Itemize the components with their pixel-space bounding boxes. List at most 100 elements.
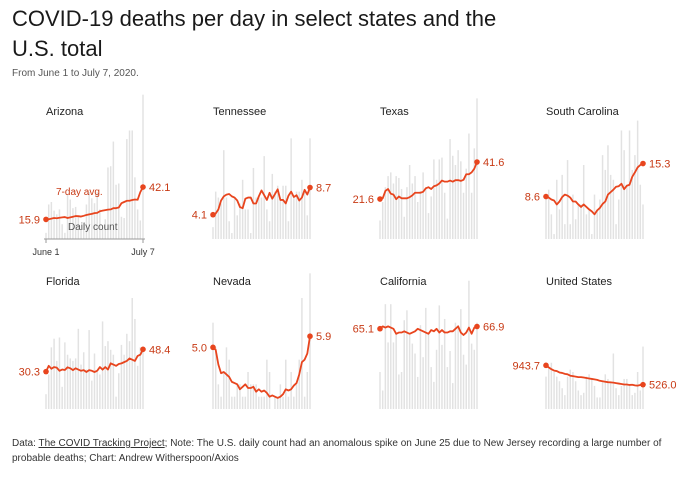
daily-bar [414, 353, 416, 409]
daily-bar [591, 234, 593, 239]
daily-bar [400, 372, 403, 409]
daily-bar [408, 335, 411, 409]
daily-bar [69, 199, 71, 239]
end-value-label: 66.9 [483, 321, 504, 333]
end-value-label: 8.7 [316, 182, 331, 194]
daily-bar [596, 209, 598, 239]
daily-bar [473, 148, 476, 239]
start-value-label: 4.1 [192, 210, 207, 222]
daily-bar [572, 372, 574, 409]
daily-bar [556, 179, 558, 239]
daily-bar [285, 185, 287, 239]
daily-bar [607, 145, 609, 239]
daily-bar [411, 183, 414, 239]
daily-bar [634, 155, 636, 239]
daily-bar [58, 209, 61, 239]
daily-bar [449, 139, 451, 239]
daily-bar [623, 378, 625, 409]
daily-bar [398, 374, 400, 409]
panel-florida: Florida 30.3 48.4 [19, 276, 170, 409]
x-tick-label: June 1 [32, 247, 59, 257]
daily-bar [550, 362, 553, 409]
daily-bar [225, 347, 228, 409]
daily-bar [77, 215, 80, 239]
start-value-label: 5.0 [192, 342, 207, 354]
daily-bar [128, 130, 131, 239]
footer-data-label: Data: [12, 438, 39, 449]
daily-bar [545, 199, 547, 239]
daily-bar [462, 354, 465, 409]
daily-bar [61, 386, 63, 409]
daily-bar [220, 396, 222, 409]
daily-bar [390, 304, 392, 409]
daily-bar [123, 354, 125, 409]
daily-bar [556, 376, 558, 410]
daily-bar [266, 209, 268, 239]
daily-bar [435, 179, 438, 239]
daily-bar [636, 372, 639, 409]
daily-bar [298, 359, 300, 409]
daily-bar [454, 322, 457, 409]
daily-bar [566, 160, 569, 239]
daily-bar [438, 159, 441, 239]
daily-bar [233, 396, 236, 409]
daily-bar [131, 130, 133, 239]
daily-bar [403, 320, 405, 409]
daily-bar [293, 197, 295, 239]
daily-bar [468, 280, 470, 409]
daily-bar [74, 206, 77, 239]
daily-bar [236, 384, 238, 409]
daily-bar [547, 189, 550, 239]
start-value-label: 8.6 [525, 192, 540, 204]
daily-bar [628, 385, 631, 410]
daily-bar [561, 388, 563, 409]
daily-bar [639, 184, 642, 239]
daily-bar [217, 384, 220, 409]
end-point [474, 159, 480, 165]
daily-bar [128, 341, 131, 409]
daily-bar [217, 197, 220, 239]
daily-bar [609, 174, 612, 239]
daily-bar [384, 304, 387, 409]
daily-bar [53, 338, 55, 409]
panel-united-states: United States 943.7 526.0 [512, 276, 677, 410]
daily-bar [416, 376, 419, 409]
subtitle: From June 1 to July 7, 2020. [12, 68, 139, 79]
daily-bar [588, 374, 590, 409]
end-point [640, 160, 646, 167]
start-value-label: 943.7 [512, 360, 540, 372]
daily-bar [104, 346, 107, 409]
panel-title: California [380, 276, 427, 288]
daily-bar [260, 197, 263, 239]
end-value-label: 5.9 [316, 331, 331, 343]
daily-bar [139, 220, 142, 239]
daily-bar [465, 168, 467, 239]
daily-bar [615, 224, 617, 239]
daily-bar [585, 376, 588, 410]
daily-bar [306, 215, 309, 239]
daily-bar [577, 204, 580, 239]
daily-bar [460, 309, 462, 409]
avg-line [545, 364, 644, 387]
daily-bar [400, 189, 403, 239]
source-link[interactable]: The COVID Tracking Project [38, 438, 165, 449]
daily-bar [233, 197, 236, 239]
daily-bar [241, 179, 244, 239]
daily-bar [142, 351, 144, 409]
daily-bar [64, 342, 66, 409]
daily-bar [93, 353, 96, 409]
daily-bar [266, 359, 268, 409]
daily-bar [295, 384, 298, 409]
daily-bar [80, 229, 82, 239]
daily-bar [558, 209, 561, 239]
daily-bar [134, 318, 136, 409]
daily-bar [387, 342, 389, 409]
panel-title: United States [546, 276, 613, 288]
daily-bar [631, 169, 633, 239]
start-point [543, 362, 549, 369]
daily-bar [593, 194, 596, 239]
panel-tennessee: Tennessee 4.1 8.7 [192, 106, 331, 239]
daily-bar [438, 305, 441, 409]
daily-bar [118, 373, 120, 409]
